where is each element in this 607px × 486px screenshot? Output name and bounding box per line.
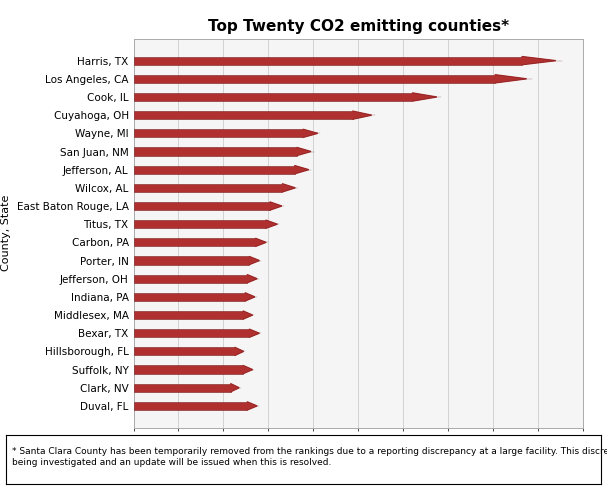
Bar [134,311,243,319]
Bar [134,293,245,301]
Bar [134,129,303,138]
Bar [134,184,282,192]
Bar [134,147,297,156]
Y-axis label: County, State: County, State [1,195,11,272]
Polygon shape [249,329,259,337]
Polygon shape [245,293,255,301]
Bar [134,347,235,355]
Bar [134,275,247,283]
Polygon shape [231,383,239,392]
Bar [134,238,256,246]
Polygon shape [413,93,437,101]
Bar [134,75,495,83]
Bar [134,56,522,65]
Polygon shape [247,275,257,283]
Polygon shape [297,147,311,156]
Bar [134,402,247,410]
Bar [134,365,243,374]
Polygon shape [249,257,259,265]
Title: Top Twenty CO2 emitting counties*: Top Twenty CO2 emitting counties* [208,18,509,34]
Bar [134,383,231,392]
Bar [134,202,270,210]
Polygon shape [303,129,317,138]
Bar [134,166,295,174]
Polygon shape [243,365,253,374]
Text: * Santa Clara County has been temporarily removed from the rankings due to a rep: * Santa Clara County has been temporaril… [12,447,607,467]
Bar [134,329,249,337]
X-axis label: 2002 emissions (million tonnes of carbon/year): 2002 emissions (million tonnes of carbon… [226,451,490,461]
Polygon shape [295,166,309,174]
Bar [134,93,413,101]
Polygon shape [235,347,243,355]
Polygon shape [495,75,527,83]
Polygon shape [266,220,277,228]
Polygon shape [353,111,371,119]
Bar [134,111,353,119]
Bar [134,257,249,265]
Polygon shape [247,402,257,410]
Polygon shape [522,56,556,65]
Polygon shape [243,311,253,319]
Polygon shape [270,202,282,210]
Polygon shape [282,184,295,192]
Bar [134,220,266,228]
Polygon shape [256,238,266,246]
